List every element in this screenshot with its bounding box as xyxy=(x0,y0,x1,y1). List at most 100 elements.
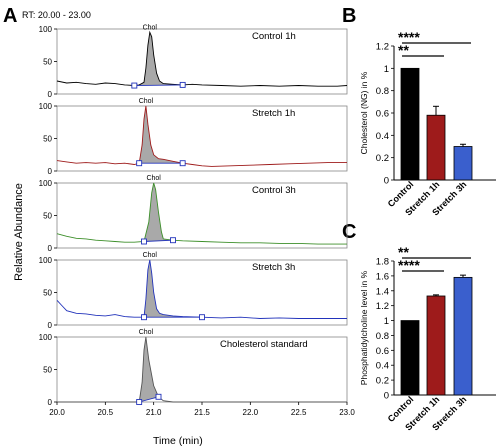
y-axis-label: Phosphatidylcholine level in % xyxy=(359,270,369,385)
peak-baseline xyxy=(134,84,183,86)
peak-label: Chol xyxy=(139,329,154,336)
bar-stretch-3h xyxy=(453,276,473,396)
y-tick-label: 0 xyxy=(48,167,53,176)
x-tick-label: 21.0 xyxy=(146,408,162,417)
trace-title: Control 1h xyxy=(252,31,296,42)
y-tick-label: 1.4 xyxy=(376,286,389,297)
chromatogram-panel: 0 50 100 Chol Control 1h 0 50 100 Chol Stretch 1h… xyxy=(13,24,355,447)
y-tick-label: 100 xyxy=(39,179,53,188)
bar-stretch-1h xyxy=(426,295,446,396)
y-tick-label: 50 xyxy=(43,366,52,375)
peak-area xyxy=(134,32,183,86)
y-tick-label: 0.2 xyxy=(376,153,389,164)
peak-area xyxy=(144,260,202,318)
y-tick-label: 0 xyxy=(384,391,389,402)
y-tick-label: 1.2 xyxy=(376,42,389,53)
x-tick-label: 23.0 xyxy=(339,408,355,417)
y-tick-label: 50 xyxy=(43,58,52,67)
y-tick-label: 0.8 xyxy=(376,331,389,342)
y-tick-label: 0.4 xyxy=(376,361,389,372)
x-axis-label: Time (min) xyxy=(153,435,203,447)
bar-control xyxy=(400,67,420,181)
peak-area xyxy=(139,337,159,402)
x-tick-label: 22.5 xyxy=(291,408,307,417)
y-tick-label: 0 xyxy=(48,321,53,330)
peak-label: Chol xyxy=(139,98,154,105)
y-tick-label: 1 xyxy=(384,316,389,327)
significance-label: ** xyxy=(398,244,409,260)
x-tick-label: 21.5 xyxy=(194,408,210,417)
y-tick-label: 0 xyxy=(384,176,389,187)
peak-start-marker xyxy=(141,314,147,321)
peak-start-marker xyxy=(136,399,143,405)
peak-end-marker xyxy=(199,314,205,321)
peak-start-marker xyxy=(131,82,138,89)
chromatogram-trace xyxy=(57,336,347,403)
chromatogram-control-1h: 0 50 100 Chol Control 1h xyxy=(39,24,348,99)
chromatogram-stretch-3h: 0 50 100 Chol Stretch 3h xyxy=(39,252,348,330)
significance-label: **** xyxy=(398,257,420,273)
bar-control xyxy=(400,320,420,396)
trace-title: Control 3h xyxy=(252,185,296,196)
retention-time-range: RT: 20.00 - 23.00 xyxy=(22,10,91,20)
y-tick-label: 50 xyxy=(43,289,52,298)
peak-end-marker xyxy=(179,81,186,88)
y-tick-label: 100 xyxy=(39,333,53,342)
trace-title: Stretch 1h xyxy=(252,108,295,119)
y-tick-label: 0 xyxy=(48,244,53,253)
panel-letter-c: C xyxy=(342,221,356,243)
panel-letter-b: B xyxy=(342,5,356,27)
chromatogram-trace xyxy=(56,105,347,167)
peak-start-marker xyxy=(136,160,143,167)
y-tick-label: 100 xyxy=(39,25,53,34)
y-tick-label: 0.2 xyxy=(376,376,389,387)
chromatogram-trace xyxy=(56,30,348,87)
significance-label: **** xyxy=(398,29,420,45)
bar-stretch-1h xyxy=(426,114,446,181)
chromatogram-control-3h: 0 50 100 Chol Control 3h xyxy=(39,175,348,253)
y-tick-label: 1.6 xyxy=(376,271,389,282)
trace-title: Stretch 3h xyxy=(252,262,295,273)
y-axis-label: Cholesterol (NG) in % xyxy=(359,71,369,154)
peak-end-marker xyxy=(179,160,186,167)
y-tick-label: 0.4 xyxy=(376,131,389,142)
peak-label: Chol xyxy=(143,24,158,31)
peak-end-marker xyxy=(155,393,162,400)
y-tick-label: 1.8 xyxy=(376,257,389,268)
bar-stretch-3h xyxy=(453,146,473,181)
trace-title: Cholesterol standard xyxy=(220,339,308,350)
x-tick-label: 20.5 xyxy=(98,408,114,417)
trace-frame xyxy=(56,182,348,249)
peak-baseline xyxy=(139,396,159,403)
y-tick-label: 100 xyxy=(39,256,53,265)
trace-frame xyxy=(56,105,348,172)
x-tick-label: 22.0 xyxy=(243,408,259,417)
y-tick-label: 1.2 xyxy=(376,301,389,312)
y-axis-label: Relative Abundance xyxy=(13,183,25,281)
y-tick-label: 50 xyxy=(43,135,52,144)
peak-area xyxy=(139,106,183,164)
peak-start-marker xyxy=(141,238,147,245)
y-tick-label: 0 xyxy=(48,398,53,407)
peak-label: Chol xyxy=(143,252,158,259)
y-tick-label: 0 xyxy=(48,90,53,99)
peak-end-marker xyxy=(170,237,176,244)
y-tick-label: 1 xyxy=(384,64,389,75)
x-tick-label: 20.0 xyxy=(49,408,65,417)
trace-frame xyxy=(56,28,348,95)
chromatogram-stretch-1h: 0 50 100 Chol Stretch 1h xyxy=(39,98,348,176)
y-tick-label: 100 xyxy=(39,102,53,111)
chromatogram-trace xyxy=(56,182,347,245)
peak-label: Chol xyxy=(146,175,161,182)
y-tick-label: 50 xyxy=(43,212,52,221)
peak-baseline xyxy=(143,239,174,242)
significance-label: ** xyxy=(398,42,409,58)
chromatogram-cholesterol-standard: 0 50 100 Chol Cholesterol standard xyxy=(39,329,348,407)
panel-letter-a: A xyxy=(3,5,17,27)
y-tick-label: 0.6 xyxy=(376,346,389,357)
y-tick-label: 0.6 xyxy=(376,109,389,120)
chromatogram-trace xyxy=(56,259,347,319)
y-tick-label: 0.8 xyxy=(376,86,389,97)
